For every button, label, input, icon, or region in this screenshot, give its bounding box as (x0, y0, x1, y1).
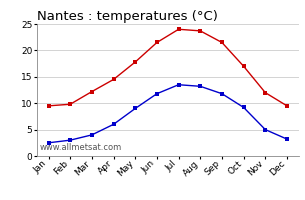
Text: www.allmetsat.com: www.allmetsat.com (39, 143, 121, 152)
Text: Nantes : temperatures (°C): Nantes : temperatures (°C) (37, 10, 217, 23)
